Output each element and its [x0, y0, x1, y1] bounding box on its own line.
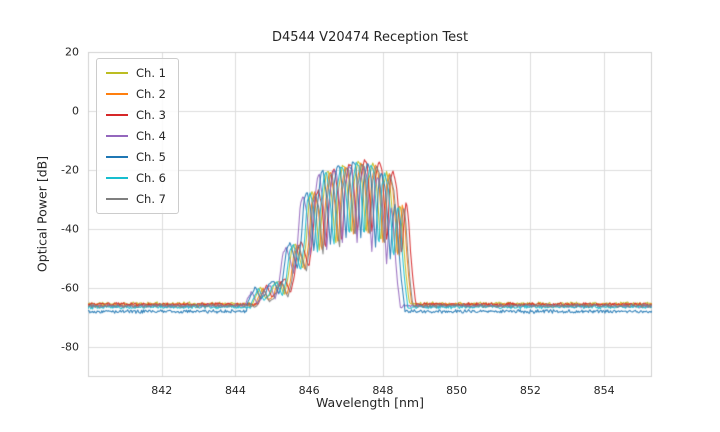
y-tick-label: -40: [61, 222, 79, 236]
y-tick-label: 20: [65, 45, 79, 59]
x-tick-label: 850: [446, 384, 468, 397]
y-tick-label: 0: [72, 104, 79, 118]
legend-label: Ch. 2: [136, 87, 166, 101]
y-axis-label: Optical Power [dB]: [34, 155, 50, 273]
legend-label: Ch. 5: [136, 150, 166, 164]
x-axis-label: Wavelength [nm]: [316, 395, 424, 410]
legend-item: Ch. 1: [106, 66, 166, 80]
legend-line-swatch: [106, 114, 128, 116]
legend-line-swatch: [106, 156, 128, 158]
legend-item: Ch. 6: [106, 171, 166, 185]
legend-line-swatch: [106, 93, 128, 95]
chart-title: D4544 V20474 Reception Test: [271, 30, 469, 45]
legend-item: Ch. 7: [106, 192, 166, 206]
legend-label: Ch. 7: [136, 192, 166, 206]
x-tick-label: 846: [298, 384, 320, 397]
y-tick-label: -20: [61, 163, 79, 177]
legend-label: Ch. 4: [136, 129, 166, 143]
legend-item: Ch. 4: [106, 129, 166, 143]
legend-line-swatch: [106, 177, 128, 179]
legend-label: Ch. 6: [136, 171, 166, 185]
legend-label: Ch. 3: [136, 108, 166, 122]
legend-label: Ch. 1: [136, 66, 166, 80]
x-tick-label: 842: [151, 384, 173, 397]
legend-line-swatch: [106, 72, 128, 74]
legend-line-swatch: [106, 198, 128, 200]
x-tick-label: 848: [372, 384, 394, 397]
legend-item: Ch. 5: [106, 150, 166, 164]
x-tick-label: 844: [224, 384, 246, 397]
legend-line-swatch: [106, 135, 128, 137]
y-tick-label: -80: [61, 340, 79, 354]
x-tick-label: 854: [593, 384, 615, 397]
legend-item: Ch. 3: [106, 108, 166, 122]
x-tick-label: 852: [519, 384, 541, 397]
legend: Ch. 1 Ch. 2 Ch. 3 Ch. 4 Ch. 5 Ch. 6 Ch. 7: [96, 58, 179, 214]
y-tick-label: -60: [61, 281, 79, 295]
legend-item: Ch. 2: [106, 87, 166, 101]
